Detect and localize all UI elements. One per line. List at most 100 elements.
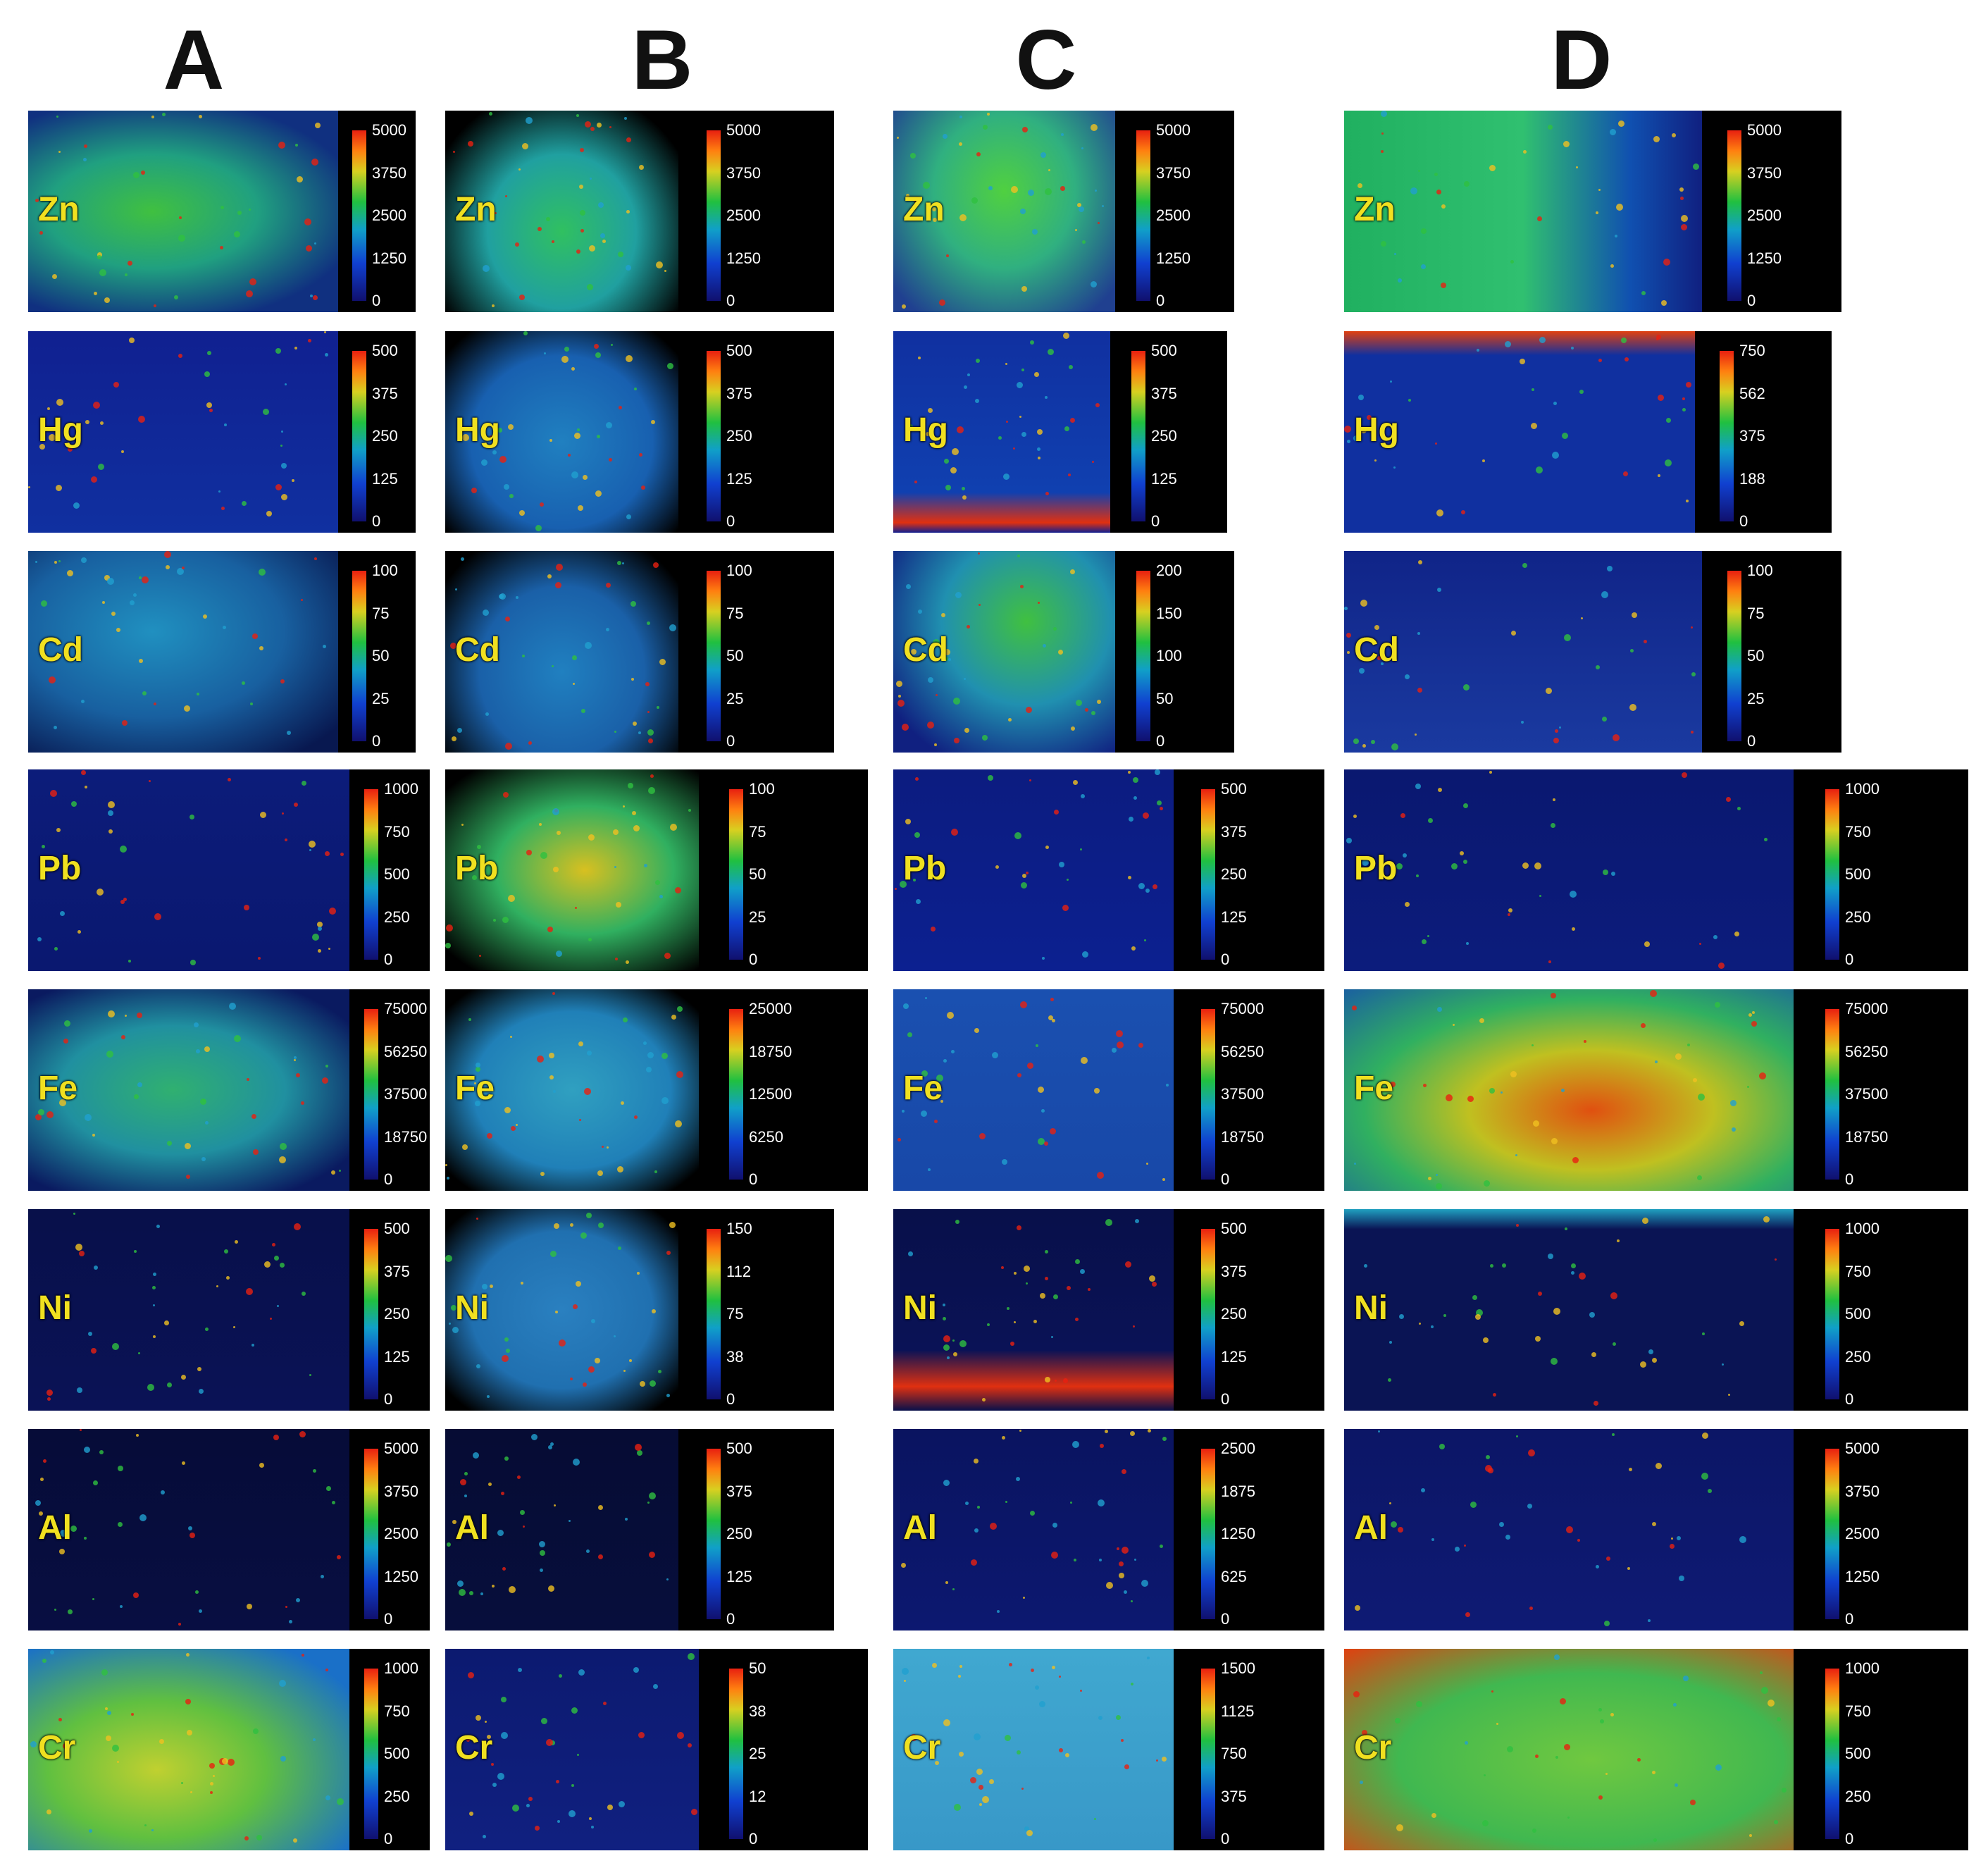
scale-tick-label: 0 — [749, 1830, 758, 1848]
hotspot-speck — [253, 1728, 259, 1734]
hotspot-speck — [1551, 1358, 1558, 1365]
hotspot-speck — [653, 562, 659, 568]
color-scale-bar — [1727, 130, 1741, 301]
hotspot-speck — [1555, 729, 1558, 733]
hotspot-speck — [1644, 941, 1650, 947]
scale-tick-label: 38 — [749, 1702, 766, 1720]
scale-tick-label: 0 — [1845, 1610, 1854, 1628]
hotspot-speck — [1097, 1172, 1104, 1179]
map-panel-al-a: Al 5000 3750 2500 1250 0 — [28, 1429, 430, 1630]
hotspot-speck — [251, 1114, 256, 1119]
hotspot-speck — [94, 1266, 98, 1270]
hotspot-speck — [246, 290, 253, 297]
element-label: Cr — [455, 1729, 493, 1766]
hotspot-speck — [1077, 203, 1081, 207]
hotspot-speck — [1671, 1537, 1673, 1540]
hotspot-speck — [1722, 1363, 1724, 1366]
hotspot-speck — [1061, 133, 1064, 136]
tissue-map-image — [1344, 111, 1702, 312]
hotspot-speck — [1070, 1502, 1072, 1504]
hotspot-speck — [1598, 359, 1602, 362]
hotspot-speck — [998, 436, 1002, 440]
hotspot-speck — [309, 1374, 311, 1376]
hotspot-speck — [931, 927, 936, 932]
color-scale-bar — [729, 1669, 743, 1839]
hotspot-speck — [93, 402, 100, 409]
hotspot-speck — [954, 738, 959, 743]
hotspot-speck — [1679, 1576, 1684, 1581]
hotspot-speck — [570, 1223, 573, 1227]
hotspot-speck — [1621, 338, 1627, 343]
hotspot-speck — [1593, 1401, 1598, 1406]
hotspot-speck — [619, 1801, 625, 1807]
scale-tick-label: 18750 — [1221, 1127, 1265, 1146]
hotspot-speck — [1020, 585, 1024, 588]
scale-tick-label: 750 — [1739, 342, 1765, 359]
tissue-map-image — [28, 551, 338, 753]
map-panel-fe-c: Fe 75000 56250 37500 18750 0 — [893, 989, 1324, 1191]
color-scale-bar — [1136, 571, 1150, 741]
map-panel-fe-a: Fe 75000 56250 37500 18750 0 — [28, 989, 430, 1191]
scale-tick-label: 375 — [726, 1482, 752, 1500]
hotspot-speck — [554, 1504, 556, 1506]
element-label: Zn — [38, 191, 80, 228]
hotspot-speck — [1013, 447, 1015, 450]
scale-tick-label: 2500 — [1221, 1440, 1255, 1457]
hotspot-speck — [181, 1375, 186, 1380]
scale-tick-label: 375 — [726, 384, 752, 402]
scale-tick-label: 2500 — [726, 206, 761, 224]
hotspot-speck — [501, 1697, 507, 1702]
hotspot-speck — [1527, 1504, 1532, 1509]
hotspot-speck — [1138, 1043, 1143, 1048]
hotspot-speck — [1534, 862, 1541, 870]
scale-tick-label: 0 — [749, 1170, 758, 1188]
hotspot-speck — [204, 371, 210, 377]
hotspot-speck — [35, 1114, 42, 1120]
tissue-map-image — [445, 1209, 678, 1411]
element-label: Cr — [1354, 1729, 1392, 1766]
scale-tick-label: 50 — [1156, 689, 1174, 707]
hotspot-speck — [460, 1479, 466, 1485]
hotspot-speck — [1058, 650, 1063, 655]
hotspot-speck — [1463, 803, 1468, 808]
hotspot-speck — [1551, 993, 1556, 998]
hotspot-speck — [622, 562, 624, 564]
hotspot-speck — [1080, 1269, 1085, 1274]
hotspot-speck — [91, 1348, 97, 1354]
hotspot-speck — [1051, 1336, 1053, 1338]
hotspot-speck — [1484, 1180, 1490, 1187]
color-scale-bar — [1727, 571, 1741, 741]
hotspot-speck — [40, 1478, 44, 1481]
hotspot-speck — [1438, 788, 1442, 792]
hotspot-speck — [921, 1110, 927, 1117]
element-label: Cd — [903, 631, 948, 669]
map-panel-cr-a: Cr 1000 750 500 250 0 — [28, 1649, 430, 1850]
hotspot-speck — [1106, 1582, 1113, 1589]
hotspot-speck — [518, 1668, 522, 1672]
hotspot-speck — [505, 195, 507, 197]
hotspot-speck — [587, 1051, 592, 1056]
hotspot-speck — [965, 1502, 969, 1505]
hotspot-speck — [1734, 932, 1739, 936]
column-header-b: B — [631, 13, 693, 107]
hotspot-speck — [73, 1213, 75, 1215]
hotspot-speck — [1421, 1488, 1425, 1492]
hotspot-speck — [1045, 1377, 1050, 1382]
hotspot-speck — [491, 1763, 494, 1766]
hotspot-speck — [1508, 908, 1512, 912]
hotspot-speck — [1571, 1271, 1574, 1275]
scale-tick-label: 0 — [1845, 1170, 1854, 1188]
scale-tick-label: 375 — [1151, 384, 1177, 402]
hotspot-speck — [1082, 240, 1086, 244]
hotspot-speck — [675, 1120, 682, 1127]
hotspot-speck — [943, 1719, 950, 1726]
hotspot-speck — [1010, 1342, 1014, 1346]
hotspot-speck — [618, 1246, 621, 1250]
element-label: Fe — [38, 1070, 78, 1107]
hotspot-speck — [553, 1090, 556, 1093]
hotspot-speck — [508, 895, 515, 902]
hotspot-speck — [1098, 1499, 1105, 1506]
hotspot-speck — [959, 1752, 964, 1757]
hotspot-speck — [897, 1138, 901, 1141]
hotspot-speck — [1648, 1619, 1651, 1622]
